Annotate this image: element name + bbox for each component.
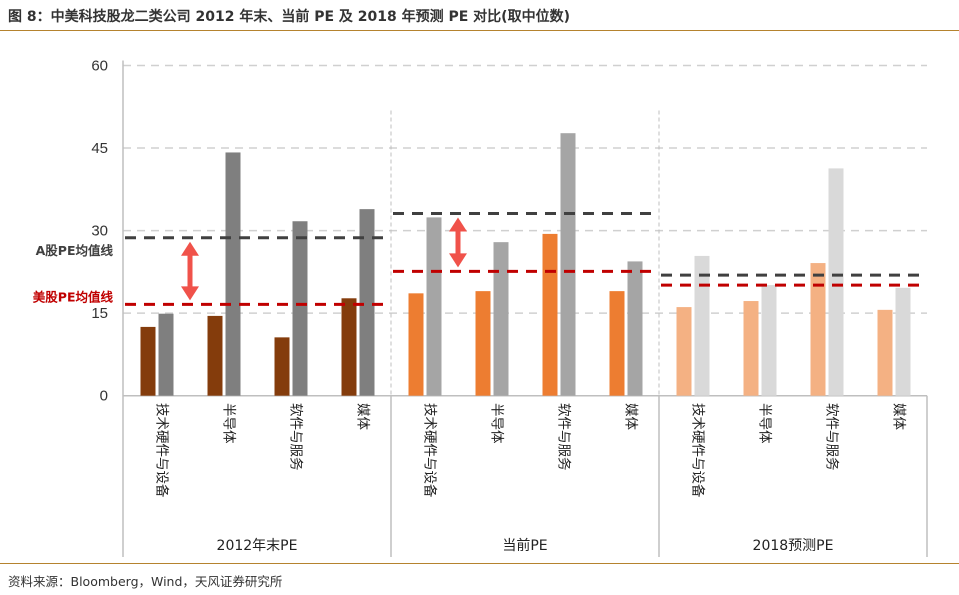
group-label: 2018预测PE	[753, 538, 834, 554]
bar-a-0-3	[359, 209, 375, 396]
bar-us-1-2	[542, 233, 558, 396]
bar-a-2-0	[694, 255, 710, 396]
bar-a-2-2	[828, 168, 844, 396]
y-tick-label: 0	[100, 388, 108, 405]
bar-us-2-3	[877, 309, 893, 396]
category-label: 技术硬件与设备	[422, 403, 439, 498]
bar-a-1-3	[627, 261, 643, 396]
bar-a-0-2	[292, 221, 308, 396]
group-label: 当前PE	[502, 537, 547, 554]
group-label: 2012年末PE	[217, 538, 298, 554]
category-label: 半导体	[757, 403, 773, 444]
bar-a-2-3	[895, 287, 911, 396]
bar-us-1-3	[609, 291, 625, 396]
bar-us-0-2	[274, 337, 290, 396]
category-label: 媒体	[891, 403, 907, 430]
bar-a-1-2	[560, 133, 576, 396]
gap-arrow-head-down	[449, 253, 467, 268]
bar-a-1-1	[493, 242, 509, 396]
bar-us-2-1	[743, 301, 759, 396]
y-tick-label: 15	[91, 305, 108, 322]
y-tick-label: 45	[91, 140, 108, 157]
gap-arrow-head-up	[449, 217, 467, 232]
source-note: 资料来源：Bloomberg，Wind，天风证券研究所	[8, 574, 283, 589]
category-label: 软件与服务	[288, 403, 304, 471]
bar-us-0-0	[140, 326, 156, 396]
title-divider	[0, 30, 959, 31]
category-label: 半导体	[489, 403, 505, 444]
bar-us-2-2	[810, 263, 826, 396]
figure-title: 图 8：中美科技股龙二类公司 2012 年末、当前 PE 及 2018 年预测 …	[8, 9, 570, 25]
y-tick-label: 30	[91, 223, 108, 240]
bar-a-0-1	[225, 152, 241, 396]
bar-us-1-0	[408, 293, 424, 396]
a-mean-label: A股PE均值线	[36, 243, 114, 258]
bar-us-0-1	[207, 315, 223, 396]
bar-a-2-1	[761, 285, 777, 396]
category-label: 技术硬件与设备	[154, 403, 171, 498]
bar-us-1-1	[475, 291, 491, 396]
category-label: 媒体	[355, 403, 371, 430]
bar-us-2-0	[676, 307, 692, 396]
us-mean-label: 美股PE均值线	[33, 289, 114, 304]
category-label: 半导体	[221, 403, 237, 444]
bar-a-1-0	[426, 217, 442, 396]
bar-a-0-0	[158, 313, 174, 396]
gap-arrow-head-up	[181, 241, 199, 256]
y-tick-label: 60	[91, 58, 108, 75]
category-label: 技术硬件与设备	[690, 403, 707, 498]
bar-us-0-3	[341, 298, 357, 396]
category-label: 软件与服务	[824, 403, 840, 471]
category-label: 软件与服务	[556, 403, 572, 471]
source-divider	[0, 563, 959, 564]
category-label: 媒体	[623, 403, 639, 430]
gap-arrow-head-down	[181, 286, 199, 301]
